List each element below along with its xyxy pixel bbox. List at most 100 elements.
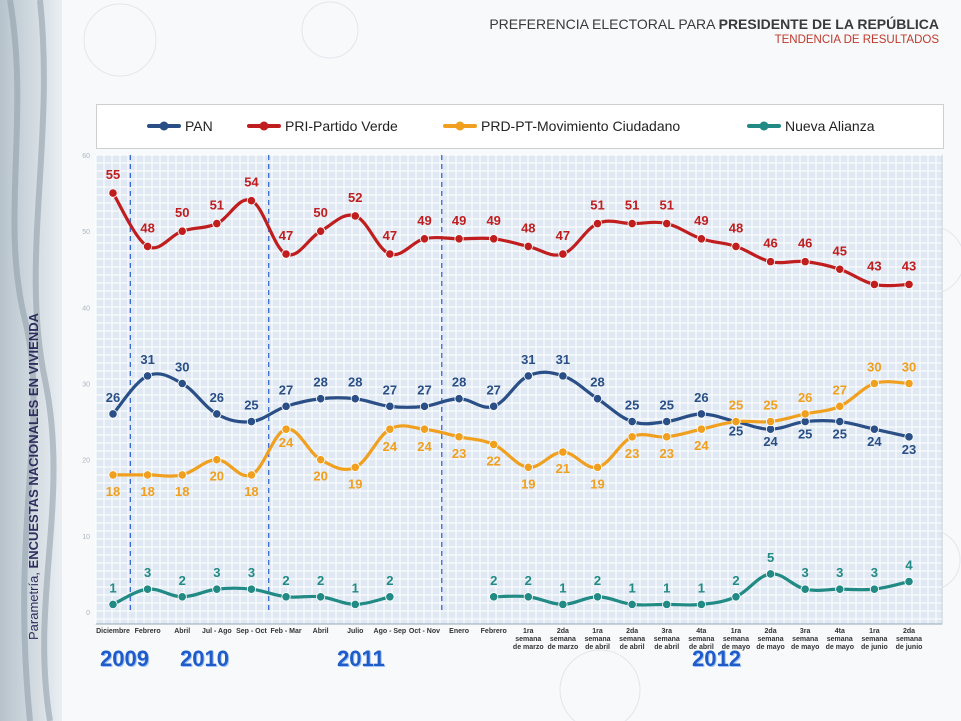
legend-label-pan: PAN — [185, 118, 213, 134]
data-point — [177, 378, 187, 389]
series-prd: 18 18 18 20 18 24 20 19 24 24 23 22 19 21 19 23 23 24 25 25… — [106, 360, 916, 499]
data-point — [592, 394, 603, 404]
data-label: 51 — [590, 198, 604, 213]
chart-subtitle: TENDENCIA DE RESULTADOS — [774, 34, 939, 46]
data-label: 2 — [386, 573, 393, 588]
x-tick-label: Jul - Ago — [202, 628, 232, 635]
x-tick-label-line: de abril — [689, 644, 714, 651]
x-tick-label-line: 2da — [626, 628, 638, 635]
data-label: 28 — [452, 375, 466, 390]
data-point — [592, 218, 603, 229]
series-pan: 26 31 30 26 25 27 28 28 27 27 28 27 31 31 28 25 25 26 25 24… — [106, 352, 916, 457]
x-tick-label: 1ra semana de abril — [584, 628, 610, 651]
x-tick-label-line: semana — [827, 636, 853, 643]
data-label: 23 — [902, 442, 916, 457]
x-tick-label-line: semana — [619, 636, 645, 643]
data-point — [316, 455, 326, 465]
x-tick-label-line: semana — [584, 636, 610, 643]
x-tick-label-line: de marzo — [548, 644, 579, 651]
data-point — [904, 432, 914, 442]
data-point — [316, 592, 326, 602]
data-label: 30 — [902, 360, 916, 375]
data-label: 47 — [279, 228, 293, 243]
data-point — [454, 432, 464, 442]
data-label: 25 — [729, 424, 743, 439]
title-prefix: PREFERENCIA ELECTORAL PARA — [489, 16, 719, 32]
data-point — [869, 424, 879, 434]
data-label: 24 — [763, 434, 778, 449]
x-tick-label-line: de mayo — [826, 644, 854, 651]
data-point — [558, 447, 568, 457]
data-label: 25 — [625, 398, 639, 413]
x-tick-label-line: Abril — [313, 628, 329, 635]
x-tick-label-line: semana — [654, 636, 680, 643]
data-label: 47 — [556, 228, 570, 243]
data-label: 19 — [521, 476, 535, 491]
data-point — [765, 416, 776, 427]
data-label: 28 — [348, 375, 362, 390]
data-label: 2 — [317, 573, 324, 588]
x-tick-label: Julio — [347, 628, 363, 635]
data-label: 50 — [313, 205, 327, 220]
x-tick-label: 4ta semana de abril — [688, 628, 714, 651]
x-tick-label-line: de abril — [585, 644, 610, 651]
data-label: 23 — [660, 446, 674, 461]
x-tick-label: Diciembre — [96, 628, 130, 635]
data-label: 50 — [175, 205, 189, 220]
data-point — [696, 424, 706, 434]
data-point — [385, 424, 395, 434]
data-label: 28 — [590, 375, 604, 390]
x-tick-label-line: de junio — [861, 644, 888, 651]
x-tick-label-line: Enero — [449, 628, 469, 635]
data-point — [316, 394, 326, 404]
data-label: 31 — [521, 352, 535, 367]
data-point — [385, 401, 395, 411]
data-point — [246, 416, 257, 427]
x-tick-label-line: 1ra — [869, 628, 880, 635]
x-tick-label: 1ra semana de mayo — [722, 628, 750, 651]
data-label: 2 — [282, 573, 289, 588]
data-label: 25 — [798, 427, 812, 442]
data-point — [143, 584, 153, 594]
data-label: 1 — [109, 580, 116, 595]
x-tick-label: Enero — [449, 628, 469, 635]
data-point — [800, 257, 810, 267]
data-point — [281, 592, 291, 602]
x-tick-label-line: de junio — [896, 644, 923, 651]
data-label: 19 — [348, 476, 362, 491]
data-label: 30 — [175, 360, 189, 375]
x-tick-label-line: de mayo — [791, 644, 819, 651]
data-point — [489, 439, 499, 450]
data-label: 26 — [798, 390, 812, 405]
x-tick-label-line: semana — [550, 636, 576, 643]
data-point — [592, 462, 603, 472]
data-label: 49 — [486, 213, 500, 228]
data-point — [835, 401, 845, 411]
data-label: 1 — [629, 580, 636, 595]
data-point — [800, 416, 810, 427]
data-label: 51 — [625, 198, 639, 213]
chart-title: PREFERENCIA ELECTORAL PARA PRESIDENTE DE… — [489, 16, 939, 32]
x-tick-label: Febrero — [135, 628, 161, 635]
x-tick-label: Ago - Sep — [374, 628, 407, 635]
data-label: 27 — [833, 382, 847, 397]
data-label: 51 — [210, 198, 224, 213]
data-label: 49 — [452, 213, 466, 228]
data-label: 43 — [867, 258, 881, 273]
data-point — [350, 599, 360, 609]
data-label: 26 — [106, 390, 120, 405]
data-point — [350, 394, 360, 404]
x-tick-label: Abril — [174, 628, 190, 635]
x-tick-label-line: Ago - Sep — [374, 628, 407, 635]
data-point — [246, 584, 257, 594]
data-label: 3 — [144, 565, 151, 580]
data-label: 46 — [763, 236, 777, 251]
data-point — [731, 241, 741, 251]
x-tick-label: Febrero — [481, 628, 507, 635]
x-tick-label-line: semana — [723, 636, 749, 643]
plot-area — [95, 154, 943, 625]
data-point — [143, 470, 153, 480]
x-tick-label-line: Diciembre — [96, 628, 130, 635]
data-label: 43 — [902, 258, 916, 273]
x-tick-label-line: Oct - Nov — [409, 628, 440, 635]
